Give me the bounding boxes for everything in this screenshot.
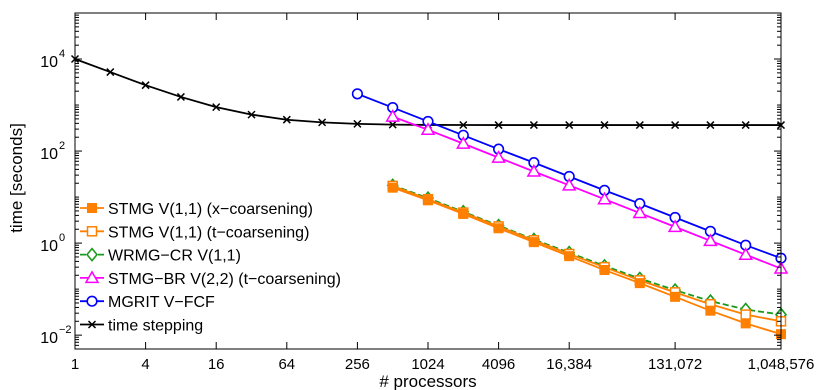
data-point [740,309,751,320]
y-tick-base: 10 [40,146,58,163]
plot-frame [74,12,782,350]
y-tick-label: 10 0 [40,232,65,255]
legend-label: MGRIT V−FCF [108,294,215,311]
x-tick-label: 16,384 [546,356,592,373]
series-4 [351,88,787,264]
x-tick-label: 1,048,576 [748,356,815,373]
y-tick-label: 10 4 [40,48,65,71]
x-tick-label: 1024 [411,356,444,373]
y-tick-exponent: −2 [59,324,72,336]
data-point [318,118,327,127]
legend-label: STMG−BR V(2,2) (t−coarsening) [108,271,341,288]
data-point [528,237,539,248]
x-tick-label: 1 [71,356,79,373]
data-point [706,121,715,130]
legend-item: MGRIT V−FCF [80,294,215,311]
data-point [600,121,609,130]
y-axis-label: time [seconds] [7,123,26,233]
legend-item: STMG−BR V(2,2) (t−coarsening) [80,270,341,288]
legend-item: time stepping [80,318,203,335]
y-tick-exponent: 2 [59,140,65,152]
y-tick-label: 10 2 [40,140,65,163]
data-point [456,136,471,149]
data-point [667,219,683,233]
legend-label: time stepping [108,318,203,335]
x-tick-label: 64 [278,356,295,373]
x-tick-label: 256 [345,356,370,373]
data-point [705,305,716,316]
data-point [458,208,469,219]
data-point [526,163,542,177]
data-point [176,92,185,101]
legend-label: STMG V(1,1) (x−coarsening) [108,201,313,218]
data-point [212,103,221,112]
data-point [85,247,99,262]
series-line [392,185,782,323]
data-point [282,115,291,124]
data-point [141,81,150,90]
data-point [632,205,648,219]
y-tick-label: 10 −2 [40,324,71,347]
y-tick-base: 10 [40,238,58,255]
x-tick-label: 4 [141,356,149,373]
data-point [388,120,397,129]
legend-label: STMG V(1,1) (t−coarsening) [108,224,309,241]
data-point [86,295,98,307]
data-point [353,119,362,128]
series-3 [385,109,789,274]
y-tick-exponent: 0 [59,232,65,244]
legend-item: STMG V(1,1) (t−coarsening) [80,224,309,241]
data-point [423,195,433,206]
axes-layer: 1 4 16 64 256 1024 4096 16,384 131,072 1,048,5761… [40,12,815,373]
data-point [671,121,680,130]
data-point [493,223,504,234]
x-axis-label: # processors [379,372,476,390]
legend-item: WRMG−CR V(1,1) [80,247,241,265]
data-point [561,177,577,191]
series-layer [70,54,789,340]
data-point [86,226,98,237]
series-line [392,186,782,336]
legend-item: STMG V(1,1) (x−coarsening) [80,201,313,218]
series-line [392,184,782,316]
data-point [87,320,97,329]
data-point [491,150,506,163]
data-point [459,120,468,130]
data-point [599,265,610,276]
data-point [84,270,100,284]
x-tick-label: 4096 [482,356,515,373]
data-point [87,203,97,213]
x-tick-label: 131,072 [648,356,702,373]
y-tick-base: 10 [40,54,58,71]
data-point [703,233,718,247]
data-point [529,121,538,130]
data-point [634,278,645,289]
data-point [351,88,364,100]
data-point [635,121,644,130]
data-point [106,68,115,77]
data-point [420,122,436,136]
data-point [564,251,575,262]
data-point [247,110,256,119]
data-point [565,121,574,130]
data-point [494,121,503,130]
y-tick-exponent: 4 [59,48,65,60]
data-point [670,291,681,302]
data-point [740,318,751,329]
legend: STMG V(1,1) (x−coarsening) STMG V(1,1) (t… [80,201,341,335]
y-tick-base: 10 [40,330,58,347]
data-point [597,191,612,205]
data-point [741,121,750,130]
data-point [387,182,398,193]
series-line [392,115,782,270]
x-tick-label: 16 [208,356,225,373]
data-point [385,109,400,122]
data-point [738,247,753,260]
legend-label: WRMG−CR V(1,1) [108,248,241,265]
